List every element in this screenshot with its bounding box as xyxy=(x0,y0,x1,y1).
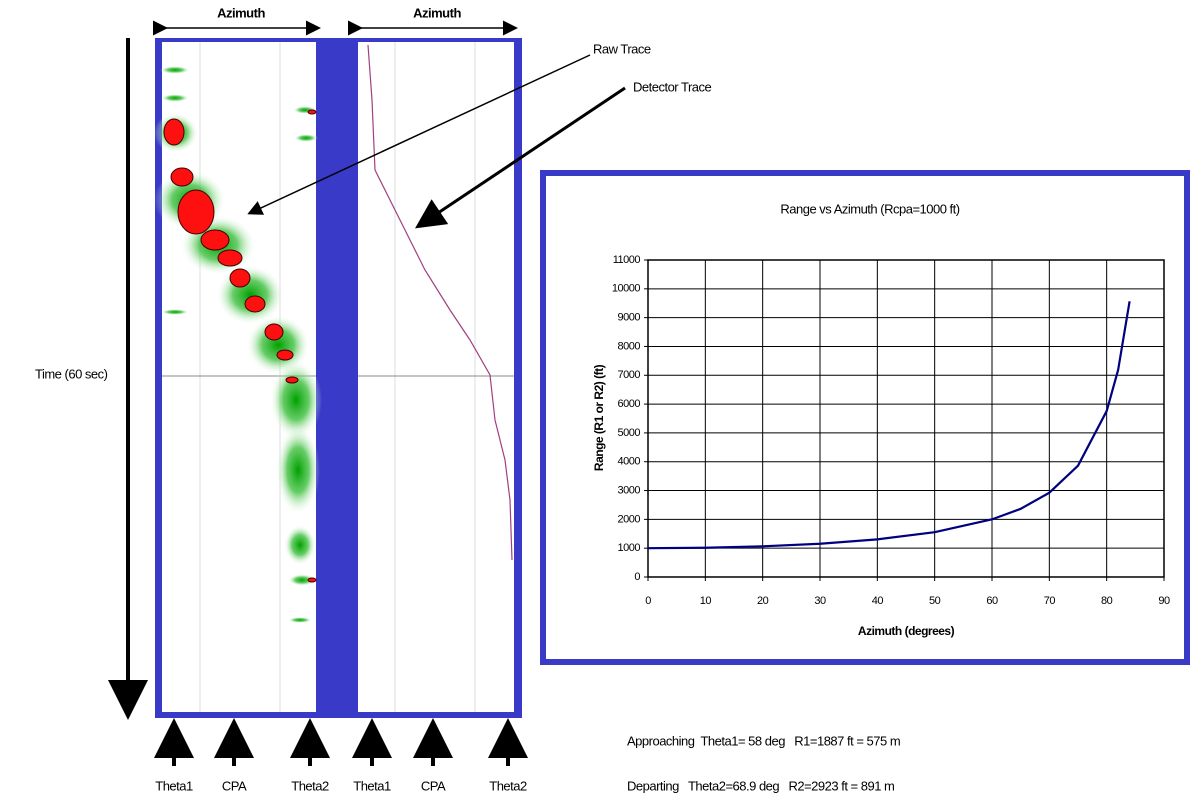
y-tick-label: 7000 xyxy=(618,369,641,381)
y-tick-label: 8000 xyxy=(618,340,641,352)
figure: Time (60 sec) Azimuth Azimuth Raw Trace … xyxy=(0,0,1191,799)
raw-trace-label: Raw Trace xyxy=(593,41,651,56)
note: Approaching Theta1= 58 deg R1=1887 ft = … xyxy=(627,733,900,748)
y-axis-label: Range (R1 or R2) (ft) xyxy=(592,364,606,471)
y-tick-label: 6000 xyxy=(618,398,641,410)
x-tick-label: 40 xyxy=(872,595,884,607)
bottom-label: CPA xyxy=(421,778,446,793)
bottom-label: CPA xyxy=(222,778,247,793)
x-tick-label: 80 xyxy=(1101,595,1113,607)
bottom-label: Theta2 xyxy=(489,778,527,793)
y-tick-label: 10000 xyxy=(612,283,640,295)
y-tick-label: 3000 xyxy=(618,484,641,496)
x-tick-label: 10 xyxy=(700,595,712,607)
y-tick-label: 5000 xyxy=(618,427,641,439)
bottom-label: Theta1 xyxy=(155,778,193,793)
x-tick-label: 20 xyxy=(757,595,769,607)
y-tick-label: 9000 xyxy=(618,312,641,324)
x-tick-label: 50 xyxy=(929,595,941,607)
bottom-label: Theta2 xyxy=(291,778,329,793)
x-tick-label: 70 xyxy=(1044,595,1056,607)
x-axis-label: Azimuth (degrees) xyxy=(858,624,955,638)
x-tick-label: 90 xyxy=(1158,595,1170,607)
y-tick-label: 0 xyxy=(634,571,640,583)
x-tick-label: 30 xyxy=(814,595,826,607)
note: Departing Theta2=68.9 deg R2=2923 ft = 8… xyxy=(627,778,894,793)
y-tick-label: 11000 xyxy=(613,254,641,266)
page: Time (60 sec) Azimuth Azimuth Raw Trace … xyxy=(0,0,1191,799)
chart-frame xyxy=(543,173,1187,662)
bottom-labels: Theta1 CPA Theta2 Theta1 CPA Theta2 xyxy=(155,726,527,793)
azimuth-label: Azimuth xyxy=(413,5,461,20)
y-tick-label: 4000 xyxy=(618,456,641,468)
bottom-label: Theta1 xyxy=(353,778,391,793)
detector-trace-label: Detector Trace xyxy=(633,79,712,94)
x-tick-label: 0 xyxy=(645,595,651,607)
azimuth-label: Azimuth xyxy=(217,5,265,20)
chart-title: Range vs Azimuth (Rcpa=1000 ft) xyxy=(780,201,959,216)
y-tick-label: 2000 xyxy=(618,513,641,525)
x-tick-label: 60 xyxy=(986,595,998,607)
y-tick-label: 1000 xyxy=(618,542,641,554)
time-label: Time (60 sec) xyxy=(35,366,108,381)
